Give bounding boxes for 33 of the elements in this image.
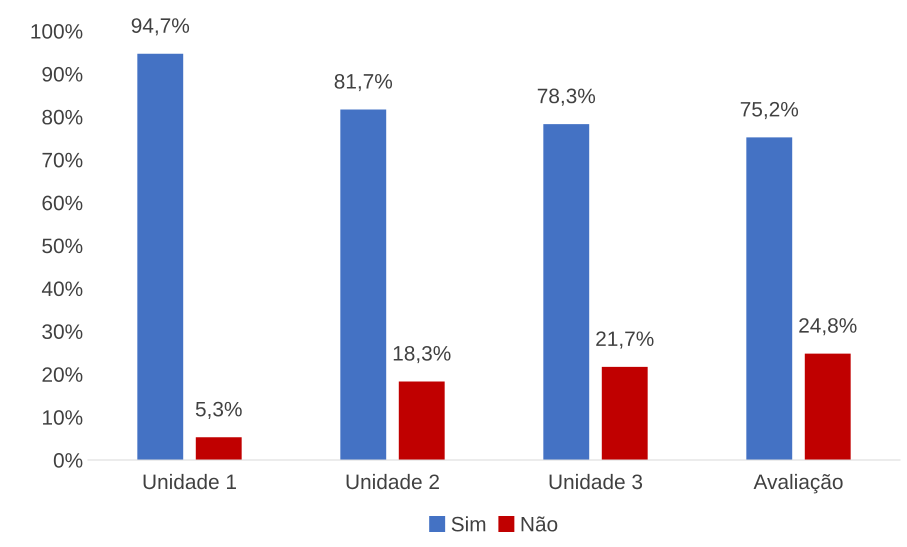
bar bbox=[196, 437, 242, 460]
bar bbox=[398, 381, 445, 460]
y-tick-label: 10% bbox=[43, 410, 82, 425]
data-label: 18,3% bbox=[394, 346, 451, 364]
bar bbox=[137, 54, 184, 460]
legend-label: Sim bbox=[452, 516, 486, 532]
bar bbox=[543, 124, 590, 460]
x-tick-label: Unidade 2 bbox=[346, 474, 439, 490]
y-tick-label: 0% bbox=[54, 453, 82, 468]
y-tick-label: 100% bbox=[31, 24, 82, 39]
legend-label: Não bbox=[522, 516, 558, 532]
data-label: 81,7% bbox=[334, 74, 392, 92]
data-label: 78,3% bbox=[538, 88, 596, 106]
y-tick-label: 30% bbox=[42, 324, 82, 340]
y-tick-label: 40% bbox=[42, 281, 82, 296]
data-label: 5,3% bbox=[196, 402, 242, 419]
data-label: 75,2% bbox=[740, 102, 798, 120]
x-tick-label: Avaliação bbox=[754, 474, 843, 494]
bar bbox=[602, 366, 648, 460]
y-tick-label: 80% bbox=[42, 110, 82, 125]
data-label: 24,8% bbox=[799, 318, 857, 336]
bar bbox=[340, 110, 386, 460]
bar bbox=[804, 354, 851, 460]
x-tick-label: Unidade 1 bbox=[144, 474, 236, 490]
x-tick-label: Unidade 3 bbox=[550, 474, 642, 490]
data-label: 21,7% bbox=[596, 331, 654, 349]
y-tick-label: 50% bbox=[42, 238, 82, 254]
y-tick-label: 60% bbox=[42, 196, 82, 210]
y-tick-label: 90% bbox=[42, 66, 82, 82]
y-tick-label: 20% bbox=[42, 367, 82, 382]
bar bbox=[746, 137, 792, 460]
data-label: 94,7% bbox=[132, 18, 190, 36]
y-tick-label: 70% bbox=[42, 152, 82, 168]
